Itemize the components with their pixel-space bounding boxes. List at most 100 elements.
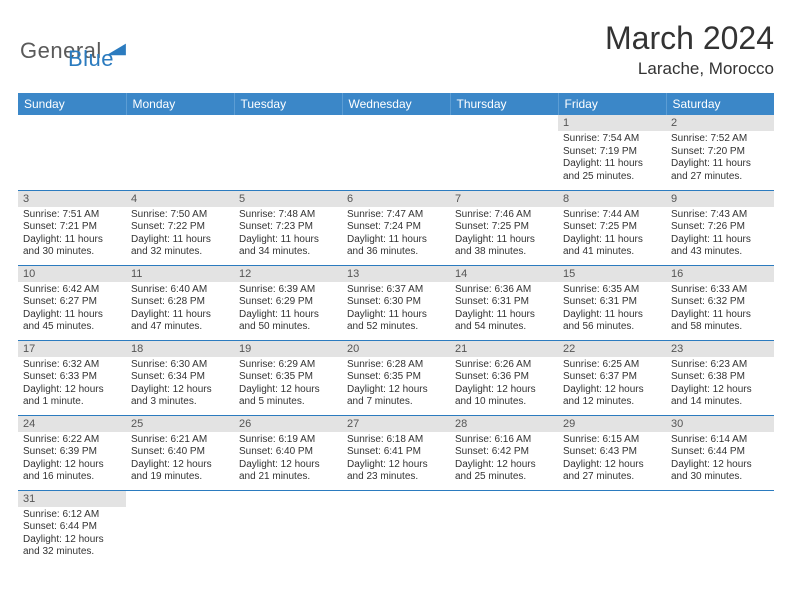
daylight-text: Daylight: 12 hours and 23 minutes. [347, 459, 445, 484]
daylight-text: Daylight: 12 hours and 7 minutes. [347, 384, 445, 409]
daylight-text: Daylight: 11 hours and 38 minutes. [455, 234, 553, 259]
sunset-text: Sunset: 6:28 PM [131, 296, 229, 309]
calendar-cell [450, 490, 558, 565]
sunset-text: Sunset: 7:19 PM [563, 146, 661, 159]
sunrise-text: Sunrise: 6:14 AM [671, 434, 769, 447]
day-body: Sunrise: 7:44 AMSunset: 7:25 PMDaylight:… [558, 207, 666, 262]
day-body: Sunrise: 7:54 AMSunset: 7:19 PMDaylight:… [558, 131, 666, 186]
calendar-cell [126, 115, 234, 190]
day-number: 13 [342, 266, 450, 282]
daylight-text: Daylight: 11 hours and 32 minutes. [131, 234, 229, 259]
day-body: Sunrise: 6:26 AMSunset: 6:36 PMDaylight:… [450, 357, 558, 412]
calendar-cell [234, 490, 342, 565]
calendar-row: 10Sunrise: 6:42 AMSunset: 6:27 PMDayligh… [18, 265, 774, 340]
weekday-header: Monday [126, 93, 234, 115]
sunset-text: Sunset: 6:36 PM [455, 371, 553, 384]
day-number: 10 [18, 266, 126, 282]
daylight-text: Daylight: 11 hours and 34 minutes. [239, 234, 337, 259]
weekday-header: Sunday [18, 93, 126, 115]
day-body: Sunrise: 6:14 AMSunset: 6:44 PMDaylight:… [666, 432, 774, 487]
day-body: Sunrise: 6:33 AMSunset: 6:32 PMDaylight:… [666, 282, 774, 337]
calendar-cell: 7Sunrise: 7:46 AMSunset: 7:25 PMDaylight… [450, 190, 558, 265]
calendar-cell [126, 490, 234, 565]
calendar-table: SundayMondayTuesdayWednesdayThursdayFrid… [18, 93, 774, 565]
calendar-cell: 28Sunrise: 6:16 AMSunset: 6:42 PMDayligh… [450, 415, 558, 490]
sunrise-text: Sunrise: 6:36 AM [455, 284, 553, 297]
sunrise-text: Sunrise: 6:39 AM [239, 284, 337, 297]
sunrise-text: Sunrise: 6:29 AM [239, 359, 337, 372]
calendar-cell: 15Sunrise: 6:35 AMSunset: 6:31 PMDayligh… [558, 265, 666, 340]
sunrise-text: Sunrise: 7:44 AM [563, 209, 661, 222]
sunrise-text: Sunrise: 6:19 AM [239, 434, 337, 447]
daylight-text: Daylight: 11 hours and 56 minutes. [563, 309, 661, 334]
calendar-cell: 18Sunrise: 6:30 AMSunset: 6:34 PMDayligh… [126, 340, 234, 415]
day-number: 12 [234, 266, 342, 282]
calendar-cell: 14Sunrise: 6:36 AMSunset: 6:31 PMDayligh… [450, 265, 558, 340]
daylight-text: Daylight: 12 hours and 19 minutes. [131, 459, 229, 484]
day-body: Sunrise: 6:36 AMSunset: 6:31 PMDaylight:… [450, 282, 558, 337]
calendar-row: 1Sunrise: 7:54 AMSunset: 7:19 PMDaylight… [18, 115, 774, 190]
daylight-text: Daylight: 11 hours and 25 minutes. [563, 158, 661, 183]
sunrise-text: Sunrise: 6:35 AM [563, 284, 661, 297]
calendar-cell: 19Sunrise: 6:29 AMSunset: 6:35 PMDayligh… [234, 340, 342, 415]
day-number: 8 [558, 191, 666, 207]
daylight-text: Daylight: 11 hours and 52 minutes. [347, 309, 445, 334]
day-number: 16 [666, 266, 774, 282]
day-number: 1 [558, 115, 666, 131]
daylight-text: Daylight: 11 hours and 41 minutes. [563, 234, 661, 259]
sunset-text: Sunset: 6:30 PM [347, 296, 445, 309]
calendar-cell: 6Sunrise: 7:47 AMSunset: 7:24 PMDaylight… [342, 190, 450, 265]
calendar-cell: 20Sunrise: 6:28 AMSunset: 6:35 PMDayligh… [342, 340, 450, 415]
sunrise-text: Sunrise: 7:50 AM [131, 209, 229, 222]
day-body: Sunrise: 7:47 AMSunset: 7:24 PMDaylight:… [342, 207, 450, 262]
calendar-cell: 31Sunrise: 6:12 AMSunset: 6:44 PMDayligh… [18, 490, 126, 565]
logo-word-2: Blue [68, 46, 114, 72]
daylight-text: Daylight: 11 hours and 45 minutes. [23, 309, 121, 334]
sunrise-text: Sunrise: 7:51 AM [23, 209, 121, 222]
day-number: 24 [18, 416, 126, 432]
day-number: 27 [342, 416, 450, 432]
calendar-cell [666, 490, 774, 565]
day-number: 31 [18, 491, 126, 507]
sunrise-text: Sunrise: 6:22 AM [23, 434, 121, 447]
sunrise-text: Sunrise: 7:46 AM [455, 209, 553, 222]
sunset-text: Sunset: 7:25 PM [455, 221, 553, 234]
sunrise-text: Sunrise: 6:23 AM [671, 359, 769, 372]
sunset-text: Sunset: 6:35 PM [347, 371, 445, 384]
daylight-text: Daylight: 12 hours and 12 minutes. [563, 384, 661, 409]
sunrise-text: Sunrise: 7:48 AM [239, 209, 337, 222]
day-number: 23 [666, 341, 774, 357]
day-body: Sunrise: 6:19 AMSunset: 6:40 PMDaylight:… [234, 432, 342, 487]
calendar-cell [450, 115, 558, 190]
sunset-text: Sunset: 7:26 PM [671, 221, 769, 234]
calendar-cell: 2Sunrise: 7:52 AMSunset: 7:20 PMDaylight… [666, 115, 774, 190]
sunrise-text: Sunrise: 7:47 AM [347, 209, 445, 222]
daylight-text: Daylight: 11 hours and 47 minutes. [131, 309, 229, 334]
daylight-text: Daylight: 11 hours and 50 minutes. [239, 309, 337, 334]
sunset-text: Sunset: 6:27 PM [23, 296, 121, 309]
sunrise-text: Sunrise: 6:12 AM [23, 509, 121, 522]
daylight-text: Daylight: 11 hours and 58 minutes. [671, 309, 769, 334]
day-number: 26 [234, 416, 342, 432]
day-body: Sunrise: 7:46 AMSunset: 7:25 PMDaylight:… [450, 207, 558, 262]
day-body: Sunrise: 7:52 AMSunset: 7:20 PMDaylight:… [666, 131, 774, 186]
calendar-header-row: SundayMondayTuesdayWednesdayThursdayFrid… [18, 93, 774, 115]
calendar-cell [342, 490, 450, 565]
daylight-text: Daylight: 11 hours and 43 minutes. [671, 234, 769, 259]
calendar-cell: 17Sunrise: 6:32 AMSunset: 6:33 PMDayligh… [18, 340, 126, 415]
sunrise-text: Sunrise: 6:26 AM [455, 359, 553, 372]
sunrise-text: Sunrise: 6:37 AM [347, 284, 445, 297]
calendar-cell [18, 115, 126, 190]
calendar-cell: 27Sunrise: 6:18 AMSunset: 6:41 PMDayligh… [342, 415, 450, 490]
day-body: Sunrise: 6:28 AMSunset: 6:35 PMDaylight:… [342, 357, 450, 412]
page-subtitle: Larache, Morocco [605, 59, 774, 79]
day-number: 17 [18, 341, 126, 357]
daylight-text: Daylight: 12 hours and 16 minutes. [23, 459, 121, 484]
calendar-cell: 10Sunrise: 6:42 AMSunset: 6:27 PMDayligh… [18, 265, 126, 340]
daylight-text: Daylight: 12 hours and 14 minutes. [671, 384, 769, 409]
sunset-text: Sunset: 6:31 PM [455, 296, 553, 309]
daylight-text: Daylight: 12 hours and 10 minutes. [455, 384, 553, 409]
calendar-cell: 29Sunrise: 6:15 AMSunset: 6:43 PMDayligh… [558, 415, 666, 490]
sunrise-text: Sunrise: 6:16 AM [455, 434, 553, 447]
calendar-cell: 21Sunrise: 6:26 AMSunset: 6:36 PMDayligh… [450, 340, 558, 415]
